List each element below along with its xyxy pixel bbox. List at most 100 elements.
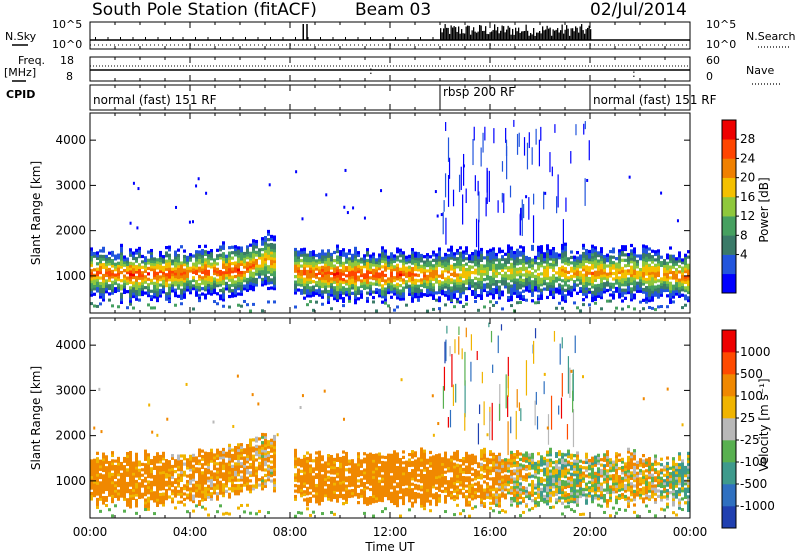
velocity-cell xyxy=(219,461,222,465)
nsky-spike xyxy=(557,28,559,40)
power-cell xyxy=(576,291,579,295)
power-cell xyxy=(111,250,114,255)
velocity-cell xyxy=(315,467,318,471)
power-cell xyxy=(237,251,240,255)
power-cell xyxy=(426,309,429,313)
power-cell xyxy=(192,254,195,258)
velocity-cell xyxy=(420,477,423,481)
nsky-spike xyxy=(588,25,590,40)
velocity-cell xyxy=(294,451,297,455)
power-cell xyxy=(411,296,414,301)
power-cell xyxy=(472,139,474,166)
power-cell xyxy=(675,262,678,266)
power-cell xyxy=(360,292,363,297)
power-cell xyxy=(507,276,510,281)
power-cell xyxy=(399,273,402,277)
power-cell xyxy=(478,191,480,223)
power-cell xyxy=(456,276,459,280)
velocity-cell xyxy=(129,483,132,487)
power-cell xyxy=(681,269,684,273)
power-cell xyxy=(372,268,375,273)
power-cell xyxy=(300,248,303,252)
velocity-cell xyxy=(243,448,246,452)
power-cell xyxy=(588,258,591,262)
power-cell xyxy=(267,257,270,261)
velocity-cell xyxy=(246,454,249,459)
velocity-cell xyxy=(252,457,255,461)
power-cell xyxy=(627,261,630,265)
power-cell xyxy=(678,254,681,258)
nsky-spike xyxy=(587,27,589,40)
power-cell xyxy=(558,277,561,282)
velocity-cell xyxy=(396,460,399,464)
power-cell xyxy=(336,274,339,278)
power-cell xyxy=(213,285,216,289)
power-cell xyxy=(522,257,525,261)
velocity-cell xyxy=(189,468,192,472)
power-cell xyxy=(342,288,345,293)
power-cell xyxy=(90,263,93,267)
power-cell xyxy=(633,263,636,267)
power-cell xyxy=(501,249,504,253)
power-cell xyxy=(600,285,603,289)
power-cell xyxy=(513,259,516,263)
power-cell xyxy=(486,285,489,289)
power-cell xyxy=(309,275,312,279)
power-cell xyxy=(630,271,633,275)
velocity-cell xyxy=(96,492,99,496)
velocity-cell xyxy=(360,483,363,487)
power-cell xyxy=(522,273,525,277)
power-cell xyxy=(303,283,306,287)
velocity-cell xyxy=(120,472,123,476)
velocity-cell xyxy=(369,501,372,505)
power-cell xyxy=(459,259,462,264)
power-cell xyxy=(438,290,441,295)
power-cell xyxy=(465,251,468,255)
power-cell xyxy=(417,287,420,291)
power-cell xyxy=(588,260,591,264)
power-cell xyxy=(519,296,522,301)
power-cell xyxy=(387,258,390,262)
power-cell xyxy=(435,280,438,284)
power-cell xyxy=(471,265,474,269)
velocity-cell xyxy=(231,483,234,487)
velocity-cell xyxy=(255,458,258,462)
power-cell xyxy=(330,277,333,281)
power-cell xyxy=(498,293,501,297)
power-cell xyxy=(657,249,660,253)
power-cell xyxy=(108,257,111,261)
velocity-cell xyxy=(138,487,141,491)
power-cell xyxy=(144,286,147,290)
velocity-cell xyxy=(252,446,255,450)
velocity-cell xyxy=(114,473,117,477)
velocity-cell xyxy=(456,490,459,495)
power-cell xyxy=(557,174,559,208)
power-cell xyxy=(162,290,165,294)
power-cell xyxy=(396,293,399,297)
power-cell xyxy=(264,271,267,275)
power-cell xyxy=(606,264,609,268)
velocity-cell xyxy=(240,489,243,493)
velocity-cell xyxy=(414,486,417,490)
power-cell xyxy=(612,261,615,265)
velocity-cell xyxy=(234,489,237,493)
velocity-cell xyxy=(273,443,276,447)
velocity-cell xyxy=(258,478,261,482)
power-cell xyxy=(295,170,298,174)
power-cell xyxy=(459,254,462,258)
velocity-cell xyxy=(162,465,165,469)
power-cell xyxy=(405,280,408,284)
power-cell xyxy=(108,284,111,288)
power-cell xyxy=(255,269,258,273)
power-cell xyxy=(267,267,270,272)
power-cell xyxy=(528,278,531,282)
power-cell xyxy=(462,274,465,279)
power-cell xyxy=(132,275,135,280)
power-cell xyxy=(225,268,228,272)
velocity-cell xyxy=(429,483,432,487)
power-cell xyxy=(177,267,180,271)
power-cell xyxy=(495,288,498,292)
power-cell xyxy=(480,147,482,167)
power-cell xyxy=(540,291,543,295)
power-cell xyxy=(552,287,555,291)
